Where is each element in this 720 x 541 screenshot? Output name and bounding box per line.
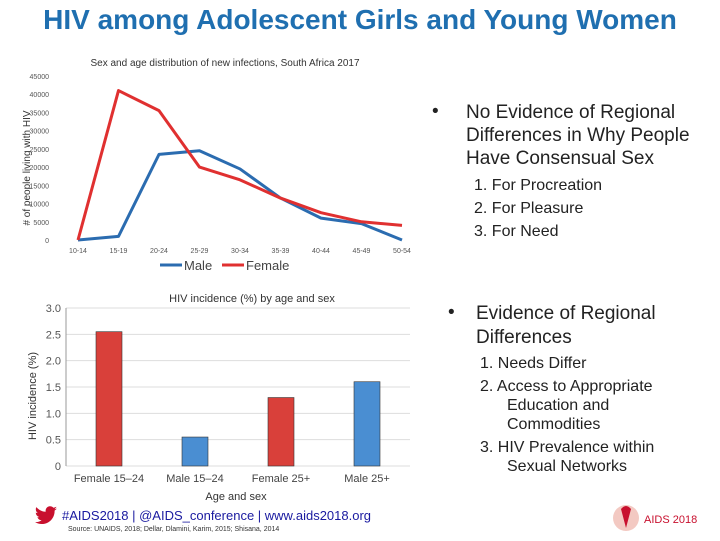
line-chart-xtick: 25-29 (191, 248, 209, 255)
line-chart-xtick: 20-24 (150, 248, 168, 255)
bar-chart-ytick: 3.0 (46, 303, 61, 315)
bar-chart-ylabel: HIV incidence (%) (27, 352, 39, 440)
bar-female-15-24 (95, 331, 123, 467)
bar-chart-ytick: 2.0 (46, 356, 61, 368)
bar-chart-xtick: Female 25+ (252, 473, 310, 485)
bullet-1-line-1: No Evidence of Regional (466, 102, 676, 123)
bar-chart-ytick: 2.5 (46, 329, 61, 341)
bar-chart-xtick: Female 15–24 (74, 473, 144, 485)
aids2018-logo: AIDS 2018 (612, 500, 717, 536)
line-chart-xtick: 30-34 (231, 248, 249, 255)
list-1-item-1: 1. For Procreation (474, 177, 603, 194)
bar-chart-ytick: 1.0 (46, 408, 61, 420)
legend-male-label: Male (184, 258, 212, 273)
bar-female-25- (267, 397, 295, 467)
list-2-item-2-line-1: 2. Access to Appropriate (480, 378, 653, 395)
list-1-item-2: 2. For Pleasure (474, 200, 584, 217)
line-chart-ytick: 10000 (30, 202, 50, 209)
line-chart-xtick: 15-19 (110, 248, 128, 255)
logo-text: AIDS 2018 (644, 514, 697, 526)
twitter-bird-icon (34, 506, 57, 524)
line-chart: Sex and age distribution of new infectio… (22, 58, 411, 273)
line-chart-title: Sex and age distribution of new infectio… (90, 58, 360, 69)
bullet-dot-1: • (432, 101, 439, 122)
bar-chart-xlabel: Age and sex (205, 491, 267, 503)
line-chart-ytick: 30000 (30, 129, 50, 136)
bullet-2-line-2: Differences (476, 327, 572, 348)
bar-male-25- (353, 381, 381, 467)
bullet-1-line-2: Differences in Why People (466, 125, 690, 146)
slide-title: HIV among Adolescent Girls and Young Wom… (43, 4, 677, 35)
line-chart-xtick: 35-39 (272, 248, 290, 255)
line-chart-ytick: 5000 (33, 220, 49, 227)
bar-chart-title: HIV incidence (%) by age and sex (169, 293, 335, 305)
list-1-item-3: 3. For Need (474, 223, 559, 240)
line-chart-xtick: 45-49 (353, 248, 371, 255)
bar-chart-xtick: Male 15–24 (166, 473, 224, 485)
legend-female-label: Female (246, 258, 289, 273)
line-chart-xtick: 50-54 (393, 248, 411, 255)
bar-chart-ytick: 1.5 (46, 382, 61, 394)
line-chart-ytick: 35000 (30, 110, 50, 117)
footer-source: Source: UNAIDS, 2018; Dellar, Dlamini, K… (68, 526, 280, 533)
line-chart-ytick: 40000 (30, 92, 50, 99)
list-2-item-2-line-3: Commodities (507, 416, 601, 433)
bar-chart: HIV incidence (%) by age and sex HIV inc… (27, 293, 410, 503)
list-2-item-3-line-1: 3. HIV Prevalence within (480, 439, 655, 456)
line-chart-ytick: 45000 (30, 74, 50, 81)
line-chart-ytick: 20000 (30, 165, 50, 172)
list-2-item-1: 1. Needs Differ (480, 355, 587, 372)
bullet-dot-2: • (448, 302, 455, 323)
line-chart-xtick: 40-44 (312, 248, 330, 255)
line-chart-legend: Male Female (160, 258, 289, 273)
series-line-female (76, 89, 403, 241)
logo-ribbon-icon (621, 506, 631, 528)
line-chart-ytick: 15000 (30, 183, 50, 190)
line-chart-ytick: 0 (45, 238, 49, 245)
line-chart-ytick: 25000 (30, 147, 50, 154)
bullet-1-line-3: Have Consensual Sex (466, 148, 654, 169)
line-chart-ylabel: # of people living with HIV (22, 110, 33, 225)
list-2-item-2-line-2: Education and (507, 397, 610, 414)
bar-chart-ytick: 0 (55, 461, 61, 473)
line-chart-xtick: 10-14 (69, 248, 87, 255)
footer-hashtags: #AIDS2018 | @AIDS_conference | www.aids2… (62, 508, 372, 523)
series-line-male (77, 149, 403, 242)
bar-chart-ytick: 0.5 (46, 435, 61, 447)
bar-chart-xtick: Male 25+ (344, 473, 390, 485)
bar-male-15-24 (181, 436, 209, 467)
list-2-item-3-line-2: Sexual Networks (507, 458, 628, 475)
bullet-2-line-1: Evidence of Regional (476, 303, 656, 324)
